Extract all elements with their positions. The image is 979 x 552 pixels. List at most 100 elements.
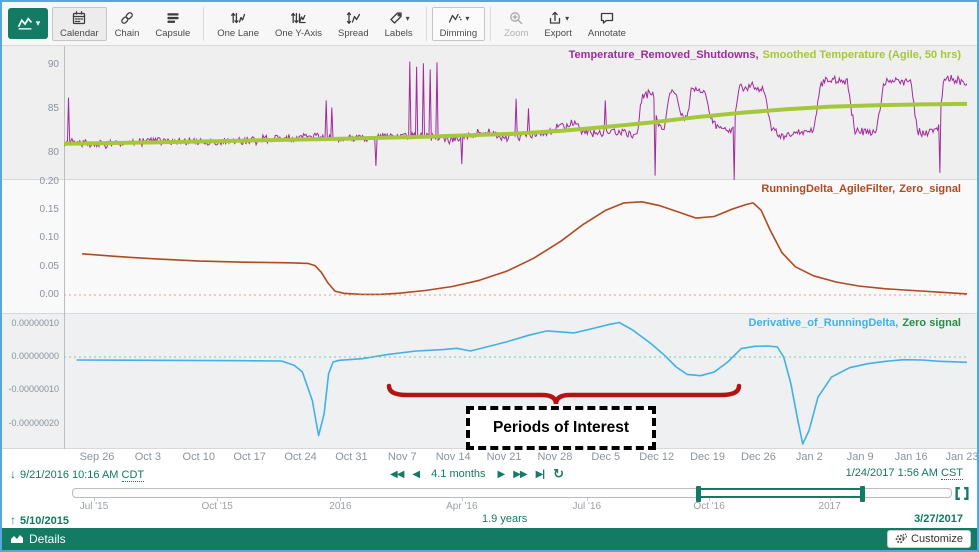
labels-icon <box>389 12 402 24</box>
timeline-tick-label: Jul '15 <box>79 501 109 512</box>
investigate-start-date[interactable]: ↑ 5/10/2015 <box>10 513 69 527</box>
legend-item[interactable]: Temperature_Removed_Shutdowns, <box>568 49 759 61</box>
fast-forward-button[interactable]: ▶▶ <box>513 468 527 480</box>
calendar-button[interactable]: Calendar <box>52 6 107 41</box>
refresh-icon[interactable]: ↻ <box>553 466 565 481</box>
timeline-tick-label: Apr '16 <box>446 501 478 512</box>
trend-chart-icon <box>17 17 32 30</box>
lane-plot <box>64 46 967 180</box>
spread-icon <box>347 12 361 24</box>
details-button[interactable]: Details <box>10 528 66 550</box>
y-axis-tick-label: 85 <box>47 103 59 115</box>
x-axis-tick-label: Dec 19 <box>690 451 725 463</box>
one-lane-button[interactable]: One Lane <box>209 7 267 41</box>
y-axis-tick-label: -0.00000010 <box>8 384 59 395</box>
toolbar-button-label: Export <box>544 27 572 39</box>
timeline-tick-label: Oct '16 <box>693 501 725 512</box>
timeline-tick-mark <box>461 498 463 501</box>
toolbar-button-label: Chain <box>114 27 140 39</box>
timeline-selection[interactable] <box>696 486 865 502</box>
timeline-tick-mark <box>709 498 711 501</box>
legend-item[interactable]: RunningDelta_AgileFilter, <box>761 183 896 195</box>
timeline-tick-mark <box>94 498 95 501</box>
dimming-button[interactable]: ▾ Dimming <box>431 6 486 41</box>
arrow-up-icon: ↑ <box>10 513 16 527</box>
toolbar-button-label: One Y-Axis <box>274 27 322 39</box>
display-range-start[interactable]: ↓ 9/21/2016 10:16 AM CDT <box>10 467 145 482</box>
lane-legend: Derivative_of_RunningDelta, Zero signal <box>745 317 961 329</box>
y-axis-tick-label: 0.20 <box>39 175 59 187</box>
legend-item[interactable]: Derivative_of_RunningDelta, <box>748 317 899 329</box>
customize-label: Customize <box>911 533 963 545</box>
legend-item[interactable]: Smoothed Temperature (Agile, 50 hrs) <box>762 49 961 61</box>
x-axis-tick-label: Nov 28 <box>537 451 573 463</box>
toolbar-button-label: Labels <box>384 27 413 39</box>
chart-area[interactable]: 90 85 80 Temperature_Removed_Shutdowns, Smoo… <box>2 46 977 465</box>
labels-button[interactable]: ▾ Labels <box>377 7 421 41</box>
chain-icon <box>121 12 133 24</box>
legend-item[interactable]: Zero signal <box>902 317 961 329</box>
customize-button[interactable]: Customize <box>887 530 971 548</box>
x-axis-tick-label: Oct 17 <box>233 451 266 463</box>
toolbar: ▾ Calendar Chain Capsule One Lane One Y-Axis… <box>2 2 977 46</box>
chart-lane-2[interactable]: 0.20 0.15 0.10 0.05 0.00 RunningDelta_AgileFi… <box>2 176 977 314</box>
x-axis-tick-label: Oct 24 <box>284 451 317 463</box>
x-axis-tick-label: Nov 21 <box>486 451 522 463</box>
chevron-down-icon: ▾ <box>565 13 570 23</box>
end-datetime: 1/24/2017 1:56 AM <box>845 467 938 479</box>
export-button[interactable]: ▾ Export <box>536 7 579 41</box>
toolbar-button-label: Dimming <box>439 27 478 39</box>
x-axis-tick-label: Oct 31 <box>335 451 368 463</box>
capsule-button[interactable]: Capsule <box>147 7 198 41</box>
investigate-duration[interactable]: 1.9 years <box>482 513 528 525</box>
chevron-down-icon: ▾ <box>35 18 41 28</box>
step-to-end-button[interactable]: ▶| <box>535 468 545 480</box>
start-datetime: 9/21/2016 10:16 AM <box>20 469 119 481</box>
trend-view-button[interactable]: ▾ <box>8 8 48 39</box>
area-chart-icon <box>11 535 23 543</box>
dimming-icon <box>449 13 462 23</box>
selection-right-handle[interactable] <box>860 486 865 502</box>
end-timezone[interactable]: CST <box>941 467 963 480</box>
toolbar-button-label: Zoom <box>504 27 529 39</box>
start-timezone[interactable]: CDT <box>121 469 145 482</box>
toolbar-separator <box>203 6 205 41</box>
fast-backward-button[interactable]: ◀◀ <box>390 468 404 480</box>
timeline-tick-mark <box>340 498 342 501</box>
toolbar-button-label: Spread <box>337 27 369 39</box>
timeline-track[interactable] <box>72 486 952 502</box>
display-range-end[interactable]: 1/24/2017 1:56 AM CST <box>845 467 963 480</box>
investigate-end-date[interactable]: 3/27/2017 <box>914 513 963 525</box>
one-y-axis-button[interactable]: One Y-Axis <box>267 7 330 41</box>
toolbar-button-label: Calendar <box>60 27 99 39</box>
x-axis-tick-label: Dec 26 <box>741 451 776 463</box>
chain-button[interactable]: Chain <box>107 7 148 41</box>
y-axis-tick-label: 0.10 <box>39 232 59 244</box>
export-icon <box>549 11 561 24</box>
select-range-icon[interactable] <box>954 486 970 501</box>
x-axis-tick-label: Jan 23 <box>945 451 979 463</box>
x-axis-tick-label: Nov 14 <box>435 451 471 463</box>
legend-item[interactable]: Zero_signal <box>899 183 961 195</box>
chevron-down-icon: ▾ <box>405 13 410 23</box>
display-range-row: ↓ 9/21/2016 10:16 AM CDT ◀◀ ◀ 4.1 months … <box>2 465 977 484</box>
step-forward-button[interactable]: ▶ <box>497 468 506 480</box>
step-backward-button[interactable]: ◀ <box>412 468 420 480</box>
x-axis-tick-label: Jan 9 <box>846 451 874 463</box>
x-axis-tick-label: Dec 5 <box>591 451 621 463</box>
y-axis-tick-label: -0.00000020 <box>8 417 59 428</box>
spread-button[interactable]: Spread <box>330 7 377 41</box>
y-axis-tick-label: 0.05 <box>39 260 59 272</box>
toolbar-separator <box>425 6 427 41</box>
y-axis-tick-label: 90 <box>47 59 59 71</box>
x-axis-tick-label: Oct 10 <box>182 451 215 463</box>
annotate-button[interactable]: Annotate <box>580 7 634 41</box>
chart-lane-1[interactable]: 90 85 80 Temperature_Removed_Shutdowns, Smoo… <box>2 46 977 180</box>
periods-brace-annotation <box>386 383 742 405</box>
display-duration[interactable]: 4.1 months <box>431 468 486 480</box>
capsule-icon <box>167 13 179 23</box>
x-axis-tick-label: Jan 16 <box>894 451 928 463</box>
gears-icon <box>895 533 908 544</box>
selection-left-handle[interactable] <box>696 486 701 502</box>
